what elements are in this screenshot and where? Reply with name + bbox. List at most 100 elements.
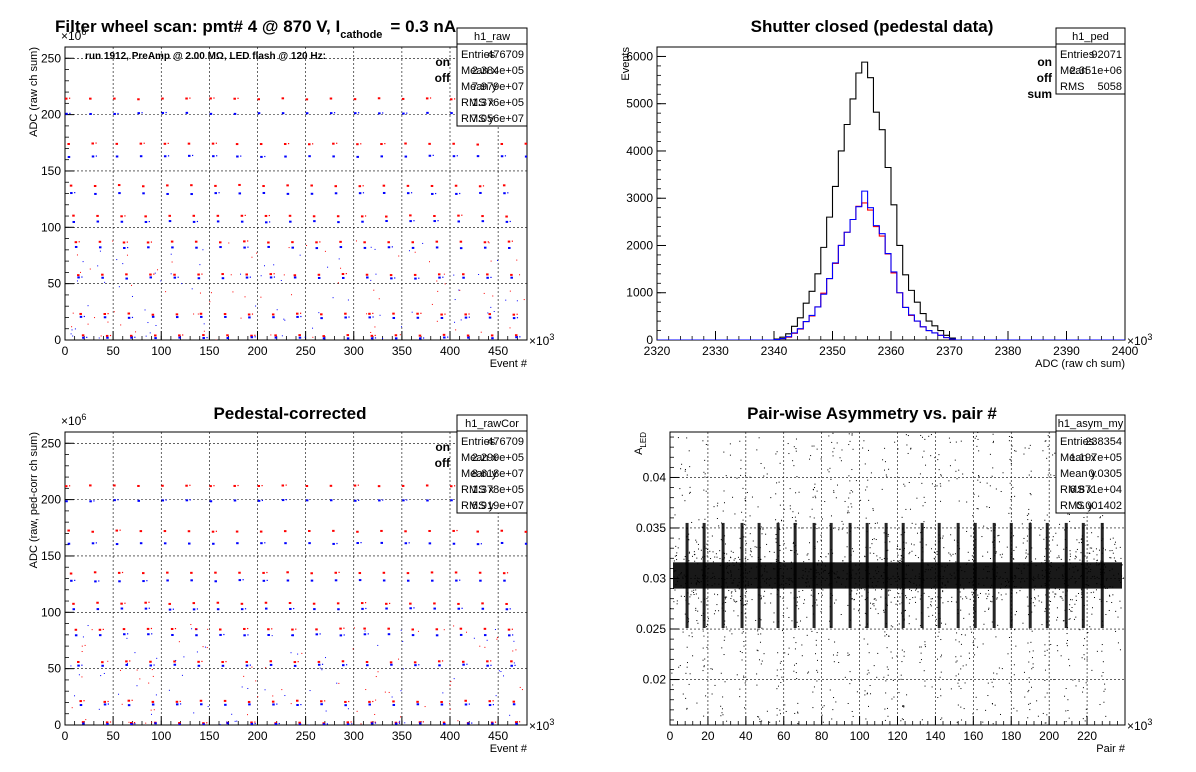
data-point [120, 215, 123, 218]
data-point [884, 708, 886, 710]
data-point [769, 721, 771, 723]
data-point [919, 473, 921, 475]
data-point [909, 598, 911, 600]
data-point [730, 598, 732, 600]
data-point [707, 584, 709, 586]
data-point [358, 112, 360, 114]
data-point [398, 722, 401, 724]
data-point [815, 639, 817, 641]
data-point [1083, 516, 1085, 518]
data-point [175, 703, 179, 706]
data-point [1045, 548, 1047, 550]
data-point [795, 448, 797, 450]
data-point [115, 529, 119, 532]
data-point [686, 708, 688, 710]
data-point [900, 534, 902, 536]
data-point [343, 627, 345, 629]
x-tick-label: 80 [815, 729, 829, 743]
data-point [130, 336, 133, 339]
data-point [816, 669, 818, 671]
data-point [270, 334, 272, 336]
data-point [1044, 722, 1046, 724]
data-point [459, 627, 463, 630]
data-point [997, 535, 999, 537]
data-point [1081, 593, 1083, 595]
data-point [881, 559, 883, 561]
data-point [1083, 654, 1085, 656]
data-point [950, 555, 952, 557]
data-point [154, 722, 157, 725]
data-point [483, 241, 487, 244]
data-point [818, 573, 820, 575]
data-point [1112, 594, 1114, 596]
data-point [867, 643, 869, 645]
data-point [1101, 650, 1103, 652]
data-point [717, 594, 719, 596]
data-point [214, 571, 217, 574]
data-point [450, 681, 452, 683]
data-point [508, 246, 511, 249]
data-point [297, 653, 299, 655]
data-point [109, 721, 112, 723]
data-point [280, 279, 282, 281]
data-point [1013, 707, 1015, 709]
data-point [779, 713, 781, 715]
data-point [1115, 630, 1117, 632]
data-point [1106, 587, 1108, 589]
data-point [698, 582, 700, 584]
data-point [749, 515, 751, 517]
data-point [998, 541, 1000, 543]
data-point [293, 276, 297, 279]
data-point [1056, 619, 1058, 621]
data-point [1075, 580, 1077, 582]
data-point [726, 553, 728, 555]
data-point [318, 312, 320, 314]
data-point [902, 615, 904, 617]
x-tick-label: 200 [1039, 729, 1059, 743]
data-point [413, 607, 415, 609]
data-point [336, 602, 340, 605]
data-point [892, 575, 894, 577]
data-point [922, 528, 924, 530]
data-point [1111, 550, 1113, 552]
data-point [492, 700, 494, 702]
data-point [923, 521, 925, 523]
data-point [749, 533, 751, 535]
data-point [443, 336, 446, 339]
data-point [199, 264, 201, 266]
data-point [454, 485, 456, 487]
data-point [766, 543, 768, 545]
data-point [1000, 594, 1002, 596]
run-annotation: run 1912, PreAmp @ 2.00 MΩ, LED flash @ … [85, 51, 326, 62]
data-point [939, 483, 941, 485]
data-point [930, 569, 932, 571]
data-point [738, 581, 740, 583]
data-point [728, 590, 730, 592]
data-point [783, 508, 785, 510]
data-point [674, 589, 676, 591]
data-point [524, 142, 527, 145]
data-point [287, 143, 290, 145]
data-point [126, 663, 128, 665]
data-point [760, 462, 762, 464]
data-point [895, 581, 897, 583]
data-point [1058, 588, 1060, 590]
data-point [1081, 591, 1083, 593]
data-point [930, 604, 932, 606]
data-point [1064, 539, 1066, 541]
data-point [775, 541, 777, 543]
data-point [919, 577, 921, 579]
data-point [696, 579, 698, 581]
data-point [868, 705, 870, 707]
y-tick-label: 0.03 [643, 572, 667, 586]
data-point [209, 301, 211, 303]
data-point [851, 469, 853, 471]
data-point [447, 336, 449, 338]
data-point [1109, 550, 1111, 552]
data-point [913, 544, 915, 546]
data-point [243, 246, 246, 249]
data-point [893, 696, 895, 698]
data-point [814, 495, 816, 497]
data-point [906, 565, 908, 567]
